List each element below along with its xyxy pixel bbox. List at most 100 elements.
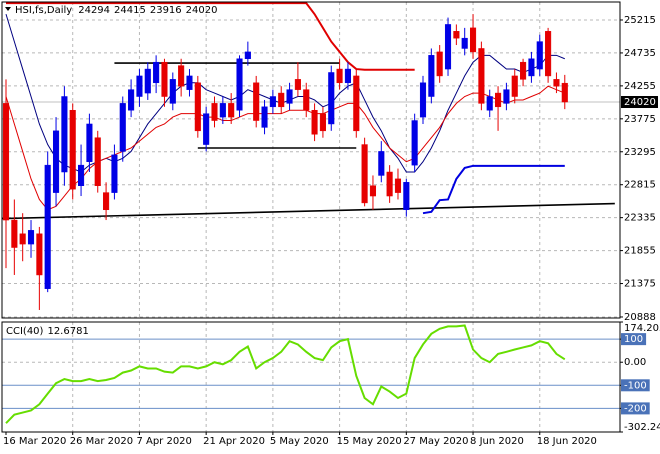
indicator-line [5, 324, 566, 424]
candle-body [561, 82, 568, 103]
x-tick-label: 18 Jun 2020 [537, 436, 597, 447]
indicator-title: CCI(40) [6, 326, 44, 337]
indicator-last-value: 12.6781 [47, 326, 88, 337]
candle-body [328, 72, 335, 125]
candle-body [236, 58, 243, 111]
candle-body [186, 75, 193, 90]
x-tick-label: 8 Jun 2020 [470, 436, 524, 447]
candle-body [486, 96, 493, 111]
price-panel [2, 2, 620, 318]
candle-body [253, 82, 260, 121]
candle-body [69, 109, 76, 190]
x-tick-label: 5 May 2020 [270, 436, 329, 447]
candle-body [194, 82, 201, 132]
candle-body [128, 89, 135, 111]
candle-body [303, 89, 310, 111]
candle-body [344, 68, 351, 84]
candle-body [161, 61, 168, 97]
candle-body [78, 164, 85, 186]
candle-body [52, 130, 60, 193]
y-tick-label: 23295 [624, 147, 656, 158]
y-tick-label: 24735 [624, 48, 656, 59]
candle-body [86, 123, 93, 162]
last-price-tag [621, 96, 658, 109]
candle-body [294, 79, 301, 90]
candle-body [444, 24, 452, 70]
candle-body [478, 48, 485, 104]
y-tick-label: 21855 [624, 246, 656, 257]
candle-body [461, 37, 468, 49]
candle-body [169, 79, 176, 104]
candle-body [545, 31, 552, 77]
candle-body [411, 120, 418, 166]
candle-body [336, 68, 343, 84]
candle-body [203, 113, 210, 145]
y2-tick-label: -200 [624, 403, 647, 414]
candle-body [19, 233, 26, 245]
last-open: 24294 [78, 5, 110, 16]
x-tick-label: 27 May 2020 [403, 436, 468, 447]
x-tick-label: 16 Mar 2020 [3, 436, 66, 447]
candle-body [36, 233, 43, 276]
candle-body [261, 106, 268, 128]
candle-body [469, 27, 477, 53]
y-tick-label: 25215 [624, 15, 656, 26]
candle-body [319, 113, 326, 132]
y-tick-label: 22335 [624, 213, 656, 224]
last-close: 24020 [186, 5, 218, 16]
indicator-header: CCI(40) 12.6781 [6, 326, 89, 337]
candle-body [228, 103, 235, 118]
candle-body [219, 103, 226, 118]
candle-body [286, 89, 293, 104]
candle-body [269, 96, 276, 108]
candle-body [453, 31, 460, 39]
candle-body [211, 103, 218, 121]
trendline [2, 202, 615, 220]
candle-body [353, 75, 360, 132]
candle-body [119, 103, 126, 152]
x-tick-label: 21 Apr 2020 [203, 436, 265, 447]
candle-body [536, 41, 543, 70]
y2-tick-tag [621, 402, 650, 415]
x-tick-label: 15 May 2020 [337, 436, 402, 447]
candle-body [11, 219, 18, 248]
indicator-panel [2, 322, 620, 432]
candle-body [61, 96, 68, 173]
indicator-frame [1, 321, 621, 433]
candle-body [419, 82, 427, 118]
candle-body [553, 79, 560, 87]
overlay-line [422, 164, 565, 215]
y-tick-label: 20888 [624, 312, 656, 323]
candle-body [511, 75, 518, 97]
axes: 25215 24735 24255 23775 23295 22815 22335 21855… [3, 15, 660, 447]
y-tick-label: 22815 [624, 180, 656, 191]
candle-body [103, 192, 110, 211]
candle-body [244, 51, 251, 60]
y2-tick-label: 0.00 [624, 357, 646, 368]
candle-body [278, 92, 285, 108]
chart-title: HSI,fs,Daily [15, 5, 72, 16]
candle-body [503, 89, 510, 104]
x-tick-label: 26 Mar 2020 [70, 436, 133, 447]
candle-body [520, 61, 527, 80]
candle-body [495, 92, 502, 108]
menu-icon [5, 7, 11, 11]
candle-body [528, 58, 535, 77]
candle-body [111, 154, 118, 193]
y2-tick-tag [621, 379, 650, 392]
candle-body [369, 185, 377, 197]
candle-body [386, 171, 393, 197]
candle-body [94, 137, 101, 186]
overlay-line [6, 2, 415, 71]
candle-body [394, 178, 402, 193]
y-tick-label: 21375 [624, 279, 656, 290]
candle-body [311, 109, 318, 135]
last-high: 24415 [114, 5, 146, 16]
candle-body [178, 65, 185, 87]
last-low: 23916 [150, 5, 182, 16]
price-frame [1, 1, 621, 319]
candle-body [361, 144, 368, 204]
y2-tick-label: -302.2465 [624, 422, 660, 433]
